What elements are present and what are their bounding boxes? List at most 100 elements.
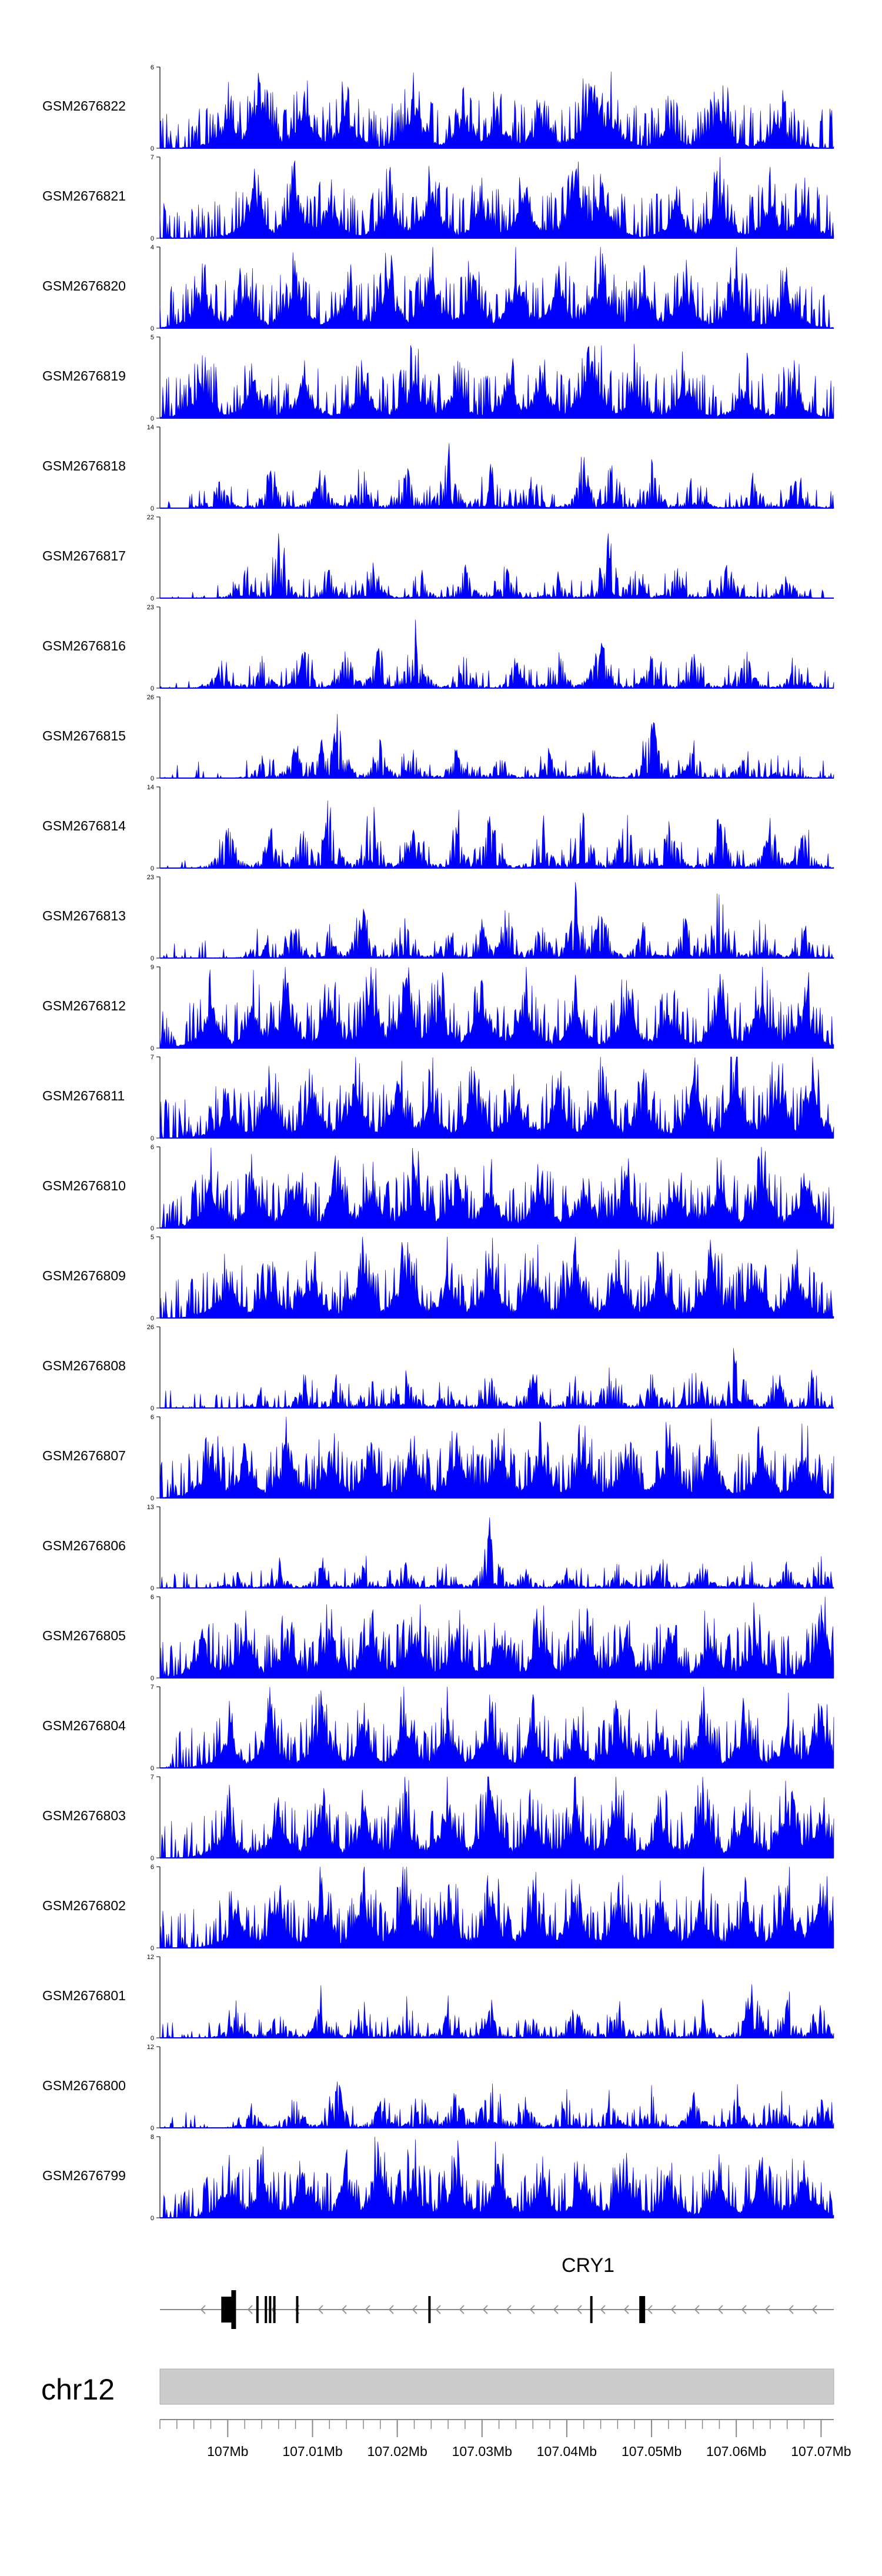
- y-tick-max-label: 7: [151, 1684, 154, 1691]
- strand-arrow: [576, 2305, 582, 2314]
- track-GSM2676808: GSM2676808 26 0: [42, 1324, 834, 1412]
- track-label: GSM2676801: [42, 1988, 126, 2003]
- track-GSM2676812: GSM2676812 9 0: [42, 964, 834, 1052]
- y-tick-max-label: 26: [147, 694, 154, 701]
- y-tick-max-label: 7: [151, 154, 154, 161]
- gene-exon: [273, 2296, 276, 2323]
- y-tick-max-label: 7: [151, 1774, 154, 1781]
- y-tick-max-label: 23: [147, 874, 154, 881]
- gene-exon: [428, 2296, 431, 2323]
- track-label: GSM2676816: [42, 638, 126, 653]
- y-tick-min-label: 0: [151, 2035, 154, 2042]
- y-tick-max-label: 6: [151, 1414, 154, 1421]
- track-label: GSM2676812: [42, 998, 126, 1013]
- coverage-area: [160, 714, 834, 779]
- y-tick-max-label: 9: [151, 964, 154, 971]
- y-tick-max-label: 7: [151, 1054, 154, 1061]
- coverage-area: [159, 1416, 834, 1499]
- strand-arrow: [341, 2305, 347, 2314]
- track-label: GSM2676802: [42, 1898, 126, 1913]
- y-tick-max-label: 14: [147, 424, 154, 431]
- track-label: GSM2676819: [42, 368, 126, 383]
- strand-arrow: [741, 2305, 747, 2314]
- track-GSM2676809: GSM2676809 5 0: [42, 1234, 834, 1322]
- y-tick-max-label: 6: [151, 1594, 154, 1601]
- track-label: GSM2676820: [42, 278, 126, 293]
- y-tick-max-label: 12: [147, 1954, 154, 1961]
- coverage-tracks: GSM267682260GSM267682170GSM267682040GSM2…: [42, 64, 834, 2222]
- axis-tick-label: 107.04Mb: [537, 2444, 597, 2459]
- strand-arrow: [506, 2305, 512, 2314]
- strand-arrow: [811, 2305, 817, 2314]
- y-tick-min-label: 0: [151, 1045, 154, 1052]
- coverage-area: [159, 1596, 834, 1679]
- y-tick-min-label: 0: [151, 505, 154, 512]
- strand-arrow: [529, 2305, 535, 2314]
- track-GSM2676818: GSM2676818 14 0: [42, 424, 834, 512]
- y-tick-max-label: 5: [151, 334, 154, 341]
- axis-tick-label: 107.06Mb: [706, 2444, 766, 2459]
- track-GSM2676814: GSM2676814 14 0: [42, 784, 834, 872]
- y-tick-max-label: 26: [147, 1324, 154, 1331]
- track-GSM2676822: GSM2676822 6 0: [42, 64, 834, 152]
- y-tick-max-label: 23: [147, 604, 154, 611]
- gene-exons: [221, 2290, 646, 2329]
- strand-arrow: [459, 2305, 465, 2314]
- gene-exon: [269, 2296, 272, 2323]
- y-tick-min-label: 0: [151, 1405, 154, 1412]
- track-label: GSM2676806: [42, 1538, 126, 1553]
- strand-arrow: [600, 2305, 606, 2314]
- track-GSM2676810: GSM2676810 6 0: [42, 1144, 834, 1232]
- coverage-area: [159, 156, 834, 239]
- coverage-area: [159, 246, 834, 329]
- chromosome-ideogram: chr12: [41, 2368, 834, 2406]
- y-tick-min-label: 0: [151, 1945, 154, 1952]
- y-tick-max-label: 8: [151, 2134, 154, 2141]
- y-tick-max-label: 6: [151, 64, 154, 71]
- strand-arrows: [200, 2305, 817, 2314]
- coverage-area: [159, 966, 834, 1049]
- y-tick-max-label: 12: [147, 2044, 154, 2051]
- y-tick-max-label: 14: [147, 784, 154, 791]
- axis-tick-label: 107.01Mb: [282, 2444, 342, 2459]
- track-GSM2676820: GSM2676820 4 0: [42, 244, 834, 332]
- track-label: GSM2676811: [42, 1088, 125, 1103]
- strand-arrow: [318, 2305, 323, 2314]
- track-label: GSM2676810: [42, 1178, 126, 1193]
- coverage-area: [159, 1686, 834, 1769]
- axis-ticks: 107Mb 107.01Mb 107.02Mb 107.03Mb 107.04Mb 107…: [159, 2420, 851, 2459]
- axis-tick-label: 107.03Mb: [452, 2444, 512, 2459]
- track-GSM2676821: GSM2676821 7 0: [42, 154, 834, 242]
- strand-arrow: [247, 2305, 253, 2314]
- genome-axis: 107Mb 107.01Mb 107.02Mb 107.03Mb 107.04Mb 107…: [159, 2419, 851, 2459]
- y-tick-max-label: 5: [151, 1234, 154, 1241]
- y-tick-max-label: 6: [151, 1144, 154, 1151]
- y-tick-min-label: 0: [151, 775, 154, 782]
- coverage-area: [160, 1348, 834, 1409]
- track-label: GSM2676808: [42, 1358, 126, 1373]
- track-label: GSM2676821: [42, 188, 126, 203]
- strand-arrow: [788, 2305, 794, 2314]
- y-tick-min-label: 0: [151, 145, 154, 152]
- coverage-area: [160, 882, 834, 959]
- y-tick-min-label: 0: [151, 1675, 154, 1682]
- coverage-area: [159, 343, 834, 419]
- coverage-area: [159, 71, 834, 149]
- y-tick-max-label: 13: [147, 1504, 154, 1511]
- track-label: GSM2676822: [42, 98, 126, 114]
- y-tick-min-label: 0: [151, 685, 154, 692]
- chromosome-label: chr12: [41, 2373, 115, 2406]
- y-tick-min-label: 0: [151, 1585, 154, 1592]
- y-tick-min-label: 0: [151, 865, 154, 872]
- track-label: GSM2676803: [42, 1808, 126, 1823]
- track-label: GSM2676817: [42, 548, 126, 563]
- coverage-area: [160, 533, 834, 599]
- coverage-area: [159, 1236, 834, 1319]
- strand-arrow: [412, 2305, 417, 2314]
- gene-exon: [590, 2296, 593, 2323]
- track-GSM2676800: GSM2676800 12 0: [42, 2044, 834, 2132]
- track-label: GSM2676805: [42, 1628, 126, 1643]
- strand-arrow: [388, 2305, 394, 2314]
- track-GSM2676813: GSM2676813 23 0: [42, 874, 834, 962]
